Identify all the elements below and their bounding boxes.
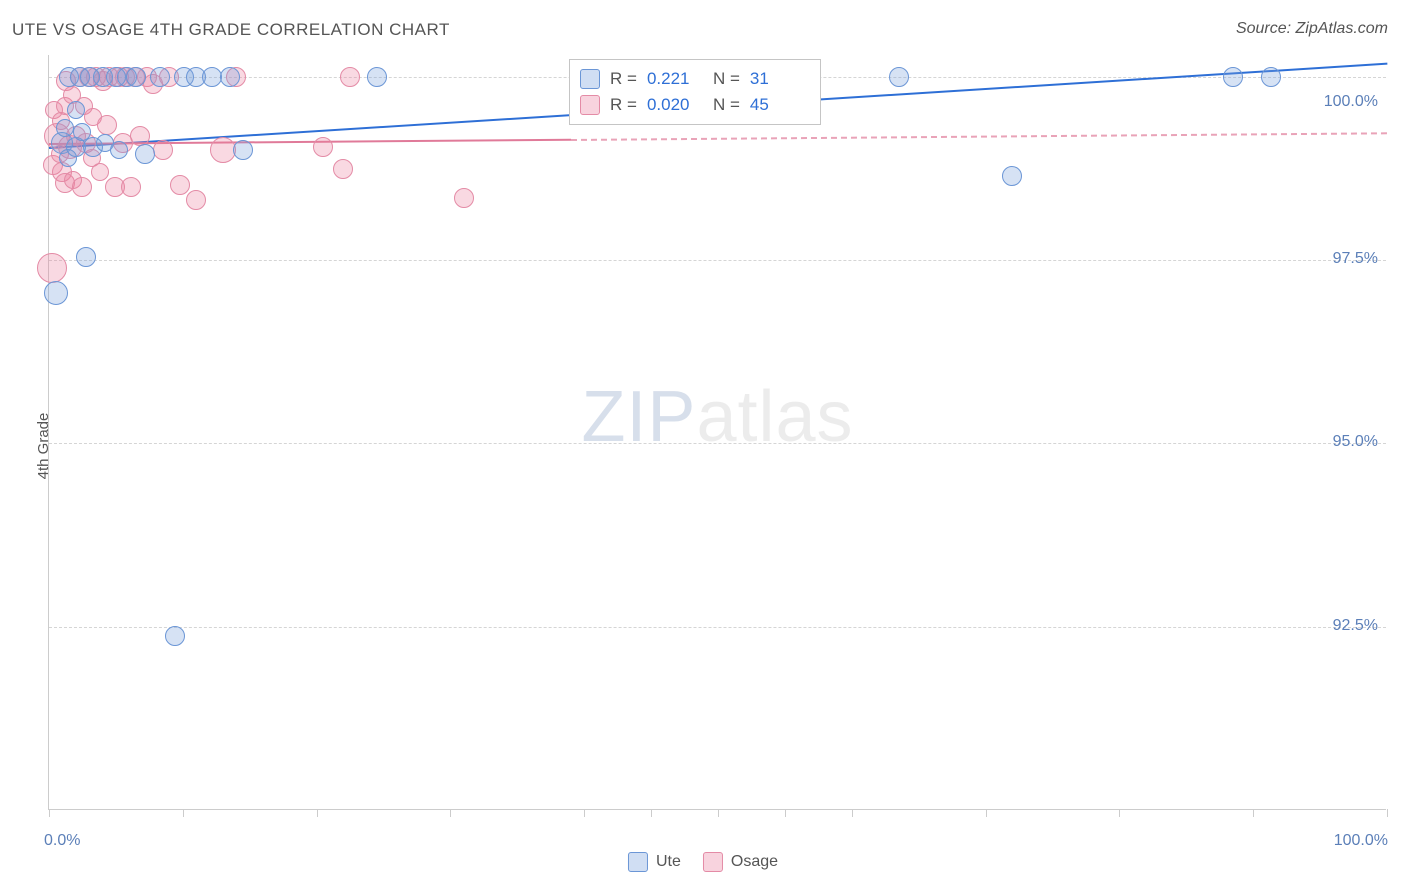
gridline [49,260,1386,261]
data-point-osage[interactable] [454,188,474,208]
data-point-ute[interactable] [233,140,253,160]
x-axis-min-label: 0.0% [44,832,80,850]
x-tick [183,809,184,817]
watermark-part2: atlas [696,377,853,457]
y-tick-label: 100.0% [1324,93,1378,111]
stats-box: R = 0.221 N = 31 R = 0.020 N = 45 [569,59,821,125]
data-point-ute[interactable] [44,281,68,305]
x-tick [584,809,585,817]
data-point-osage[interactable] [72,177,92,197]
x-tick [1119,809,1120,817]
gridline [49,627,1386,628]
x-tick [718,809,719,817]
x-axis-max-label: 100.0% [1334,832,1388,850]
stats-row-ute: R = 0.221 N = 31 [580,66,806,92]
trendline-osage-dash [571,132,1387,141]
gridline [49,443,1386,444]
osage-swatch-icon [703,852,723,872]
stats-n-value-1: 45 [750,92,806,118]
data-point-osage[interactable] [97,115,117,135]
data-point-osage[interactable] [333,159,353,179]
data-point-osage[interactable] [121,177,141,197]
x-tick [986,809,987,817]
data-point-ute[interactable] [126,67,146,87]
data-point-ute[interactable] [889,67,909,87]
data-point-ute[interactable] [150,67,170,87]
data-point-ute[interactable] [1223,67,1243,87]
x-tick [852,809,853,817]
stats-row-osage: R = 0.020 N = 45 [580,92,806,118]
watermark: ZIPatlas [581,376,853,458]
osage-swatch-icon [580,95,600,115]
legend-label-osage: Osage [731,853,778,871]
stats-n-label-1: N = [713,92,740,118]
x-tick [1253,809,1254,817]
x-tick [1387,809,1388,817]
bottom-legend: Ute Osage [628,852,778,872]
data-point-ute[interactable] [367,67,387,87]
x-tick [450,809,451,817]
data-point-osage[interactable] [170,175,190,195]
data-point-osage[interactable] [340,67,360,87]
source-attribution: Source: ZipAtlas.com [1236,20,1388,38]
data-point-ute[interactable] [135,144,155,164]
data-point-ute[interactable] [220,67,240,87]
stats-n-value-0: 31 [750,66,806,92]
data-point-ute[interactable] [67,101,85,119]
data-point-ute[interactable] [110,141,128,159]
data-point-osage[interactable] [313,137,333,157]
ute-swatch-icon [628,852,648,872]
stats-r-label-1: R = [610,92,637,118]
data-point-osage[interactable] [91,163,109,181]
ute-swatch-icon [580,69,600,89]
x-tick [785,809,786,817]
stats-r-value-1: 0.020 [647,92,703,118]
y-tick-label: 95.0% [1333,433,1378,451]
stats-n-label-0: N = [713,66,740,92]
data-point-osage[interactable] [153,140,173,160]
data-point-osage[interactable] [130,126,150,146]
x-tick [317,809,318,817]
legend-item-osage[interactable]: Osage [703,852,778,872]
x-tick [651,809,652,817]
y-tick-label: 92.5% [1333,617,1378,635]
data-point-ute[interactable] [165,626,185,646]
data-point-osage[interactable] [186,190,206,210]
legend-label-ute: Ute [656,853,681,871]
data-point-ute[interactable] [76,247,96,267]
chart-title: UTE VS OSAGE 4TH GRADE CORRELATION CHART [12,20,450,40]
data-point-ute[interactable] [56,119,74,137]
x-tick [49,809,50,817]
legend-item-ute[interactable]: Ute [628,852,681,872]
stats-r-label-0: R = [610,66,637,92]
plot-area: ZIPatlas 92.5% 95.0% 97.5% 100.0% R = 0.221… [48,55,1386,810]
data-point-ute[interactable] [1002,166,1022,186]
watermark-part1: ZIP [581,377,696,457]
stats-r-value-0: 0.221 [647,66,703,92]
data-point-ute[interactable] [1261,67,1281,87]
y-tick-label: 97.5% [1333,250,1378,268]
data-point-osage[interactable] [37,253,67,283]
